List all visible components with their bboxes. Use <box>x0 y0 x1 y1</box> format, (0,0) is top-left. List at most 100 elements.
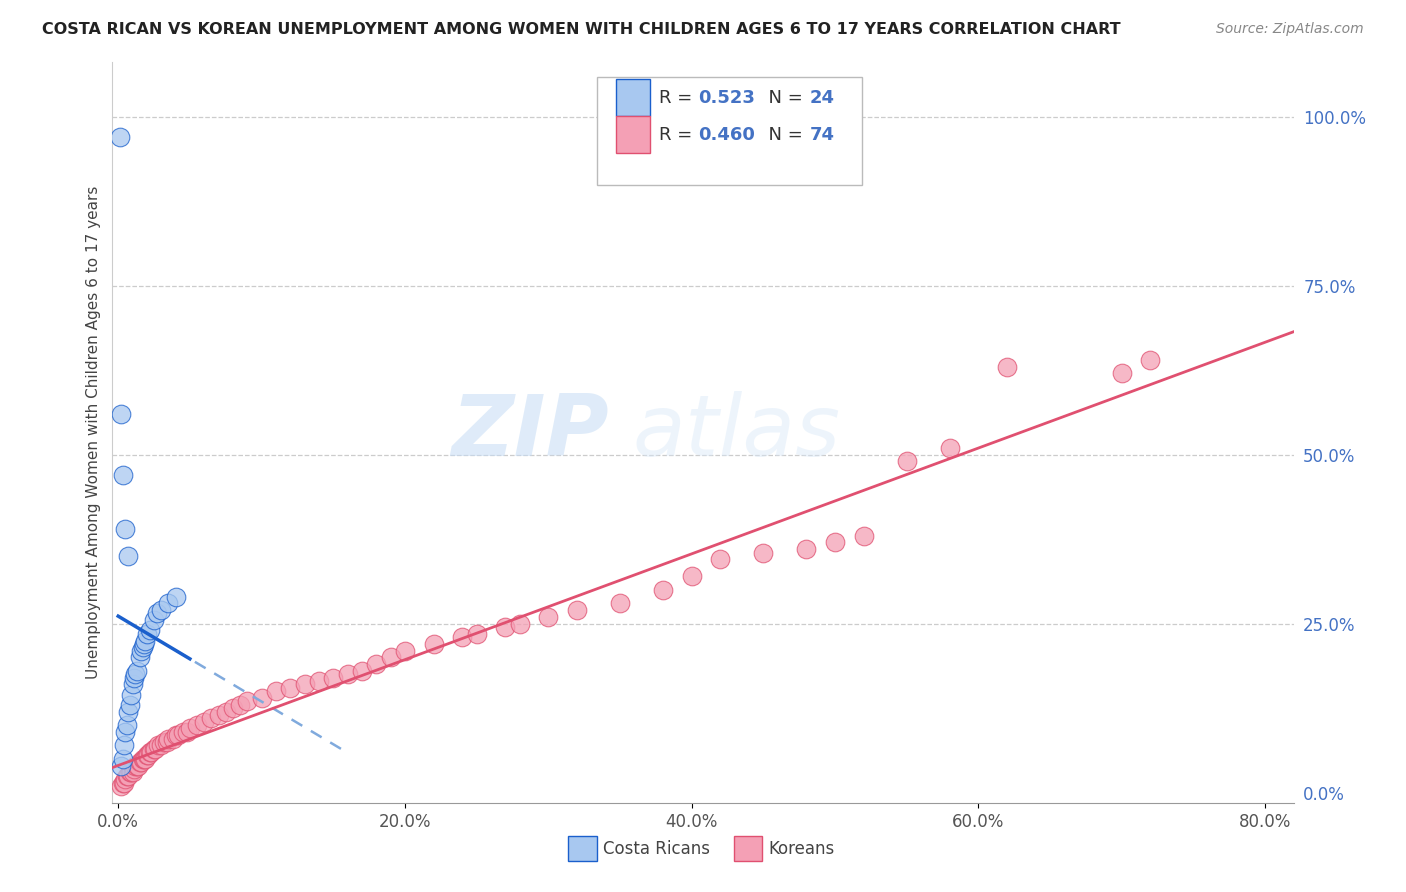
Point <box>186 718 208 732</box>
Point <box>129 643 152 657</box>
Point <box>132 752 155 766</box>
Point <box>120 688 142 702</box>
Point <box>120 765 142 780</box>
Point <box>121 677 143 691</box>
Point <box>609 596 631 610</box>
Point <box>111 775 134 789</box>
Point <box>200 711 222 725</box>
Point <box>350 664 373 678</box>
Point <box>124 758 146 772</box>
Point <box>494 620 516 634</box>
Point <box>108 129 131 144</box>
Point <box>117 769 139 783</box>
Point <box>336 667 359 681</box>
Text: N =: N = <box>758 88 808 107</box>
Point <box>1139 353 1161 368</box>
Point <box>128 650 150 665</box>
Point <box>752 546 775 560</box>
Point <box>110 758 132 772</box>
Point <box>896 454 918 468</box>
Point <box>278 681 301 695</box>
Point <box>114 724 136 739</box>
Point <box>207 707 229 722</box>
Point <box>146 607 169 621</box>
Point <box>651 582 673 597</box>
Point <box>139 624 162 638</box>
Point <box>229 698 252 712</box>
Point <box>131 640 153 655</box>
Point <box>117 549 139 563</box>
Point <box>366 657 388 672</box>
Point <box>117 705 139 719</box>
Point <box>143 741 166 756</box>
Text: atlas: atlas <box>633 391 841 475</box>
Point <box>995 359 1018 374</box>
Point <box>167 728 190 742</box>
Point <box>134 752 156 766</box>
Point <box>165 728 187 742</box>
Point <box>143 613 166 627</box>
Point <box>852 529 875 543</box>
Point <box>250 691 273 706</box>
Point <box>127 758 149 772</box>
Point <box>112 739 135 753</box>
Point <box>111 467 134 482</box>
FancyBboxPatch shape <box>568 836 596 862</box>
FancyBboxPatch shape <box>616 79 650 116</box>
Point <box>465 627 488 641</box>
Point <box>322 671 344 685</box>
Point <box>129 756 152 770</box>
Point <box>134 633 156 648</box>
Text: COSTA RICAN VS KOREAN UNEMPLOYMENT AMONG WOMEN WITH CHILDREN AGES 6 TO 17 YEARS : COSTA RICAN VS KOREAN UNEMPLOYMENT AMONG… <box>42 22 1121 37</box>
Point <box>121 765 143 780</box>
Point <box>118 698 141 712</box>
Point <box>162 731 184 746</box>
Point <box>141 745 163 759</box>
Point <box>150 603 173 617</box>
Point <box>193 714 215 729</box>
Point <box>131 752 153 766</box>
Point <box>157 731 180 746</box>
Point <box>308 674 330 689</box>
Point <box>125 664 148 678</box>
Point <box>565 603 588 617</box>
Point <box>135 627 157 641</box>
Point <box>156 735 179 749</box>
Text: Source: ZipAtlas.com: Source: ZipAtlas.com <box>1216 22 1364 37</box>
Point <box>681 569 703 583</box>
Text: 24: 24 <box>810 88 834 107</box>
Point <box>148 739 170 753</box>
Point <box>380 650 402 665</box>
Point <box>153 735 176 749</box>
Point <box>157 596 180 610</box>
Point <box>165 590 187 604</box>
Point <box>115 718 138 732</box>
Point <box>136 748 159 763</box>
Point <box>132 637 155 651</box>
Point <box>124 667 146 681</box>
Point <box>139 745 162 759</box>
Text: R =: R = <box>659 126 699 144</box>
Point <box>537 610 560 624</box>
Point <box>172 724 194 739</box>
Point <box>824 535 846 549</box>
Text: Costa Ricans: Costa Ricans <box>603 839 710 858</box>
Point <box>112 775 135 789</box>
Point <box>264 684 287 698</box>
Point <box>135 748 157 763</box>
Point <box>294 677 316 691</box>
Point <box>394 643 416 657</box>
Point <box>145 741 167 756</box>
Text: R =: R = <box>659 88 699 107</box>
FancyBboxPatch shape <box>734 836 762 862</box>
Point <box>122 762 145 776</box>
Text: N =: N = <box>758 126 808 144</box>
Text: ZIP: ZIP <box>451 391 609 475</box>
Point <box>451 630 474 644</box>
Point <box>215 705 238 719</box>
Point <box>114 772 136 786</box>
Text: 74: 74 <box>810 126 834 144</box>
Point <box>709 552 731 566</box>
FancyBboxPatch shape <box>596 78 862 185</box>
FancyBboxPatch shape <box>616 117 650 153</box>
